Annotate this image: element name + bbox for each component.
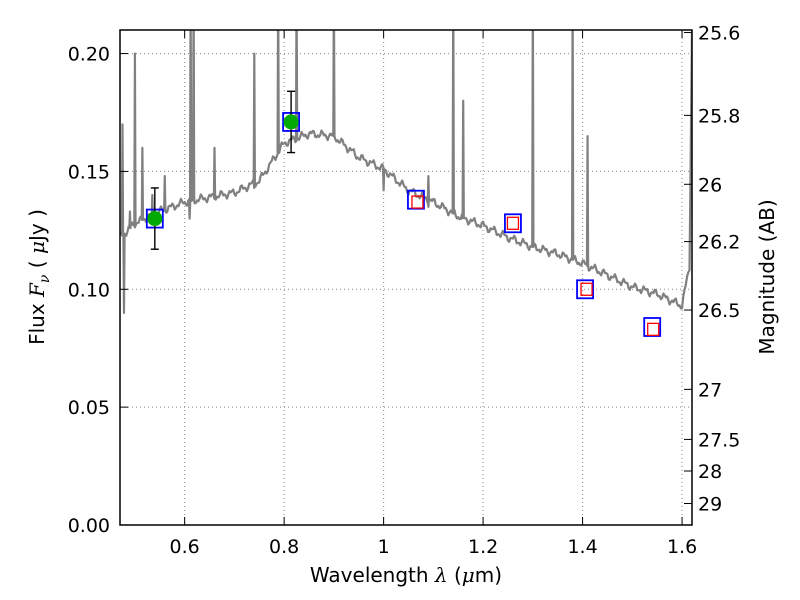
upper-limit-marker bbox=[580, 282, 593, 296]
model-sed-line bbox=[120, 30, 692, 314]
x-tick-label: 0.8 bbox=[269, 536, 299, 558]
upper-limit-marker bbox=[506, 216, 520, 230]
axis-ticks: 0.6 0.8 1 1.2 1.4 1.6 0.00 0.05 0.10 0.15 0.20 25.6… bbox=[68, 23, 741, 558]
mag-tick-label: 26.2 bbox=[698, 232, 740, 254]
upper-limit-marker bbox=[411, 195, 424, 209]
y-tick-label: 0.10 bbox=[68, 279, 110, 301]
x-tick-label: 1 bbox=[378, 536, 390, 558]
plot-frame bbox=[119, 29, 693, 526]
y2-axis-title: Magnitude (AB) bbox=[755, 199, 779, 354]
detection-point bbox=[147, 211, 163, 227]
x-tick-label: 0.6 bbox=[170, 536, 200, 558]
upper-limit-marker bbox=[647, 322, 660, 337]
mag-tick-label: 25.6 bbox=[698, 23, 740, 45]
plot-area bbox=[120, 30, 692, 337]
mag-tick-label: 26.5 bbox=[698, 300, 740, 322]
y-tick-label: 0.05 bbox=[68, 397, 110, 419]
mag-tick-label: 28 bbox=[698, 461, 722, 483]
model-flux-box bbox=[576, 279, 594, 300]
y-tick-label: 0.15 bbox=[68, 161, 110, 183]
model-flux-box bbox=[504, 213, 522, 234]
mag-tick-label: 26 bbox=[698, 174, 722, 196]
mag-tick-label: 25.8 bbox=[698, 105, 740, 127]
y-tick-label: 0.00 bbox=[68, 515, 110, 537]
x-tick-label: 1.6 bbox=[667, 536, 697, 558]
detection-point bbox=[283, 114, 299, 130]
mag-tick-label: 27.5 bbox=[698, 429, 740, 451]
grid-lines bbox=[120, 30, 692, 525]
x-tick-label: 1.2 bbox=[468, 536, 498, 558]
mag-tick-label: 27 bbox=[698, 379, 722, 401]
x-axis-title: Wavelength λ (μm) bbox=[310, 563, 502, 587]
mag-tick-label: 29 bbox=[698, 494, 722, 516]
x-tick-label: 1.4 bbox=[567, 536, 597, 558]
y-tick-label: 0.20 bbox=[68, 44, 110, 66]
y-axis-title: Flux Fν ( μJy ) bbox=[25, 209, 53, 345]
